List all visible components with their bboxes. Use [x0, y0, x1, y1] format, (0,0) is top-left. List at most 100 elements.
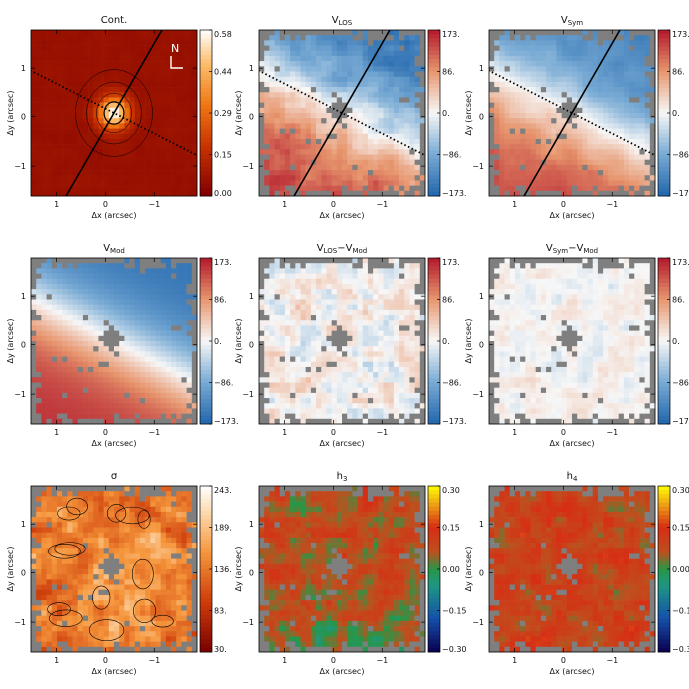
heatmap-cell	[399, 81, 405, 88]
heatmap-cell	[186, 76, 193, 83]
heatmap-cell	[592, 66, 599, 72]
heatmap-cell	[176, 258, 182, 264]
heatmap-cell	[357, 325, 364, 331]
heatmap-cell	[373, 71, 379, 77]
heatmap-cell	[520, 61, 526, 67]
heatmap-cell	[160, 341, 167, 347]
colorbar-step	[200, 179, 212, 184]
heatmap-cell	[165, 180, 172, 186]
heatmap-cell	[618, 50, 625, 57]
contours-cont	[75, 69, 153, 157]
heatmap-cell	[36, 170, 42, 176]
heatmap-cell	[409, 346, 415, 352]
heatmap-cell	[36, 268, 42, 274]
heatmap-cell	[72, 268, 78, 274]
heatmap-cell	[108, 118, 115, 124]
heatmap-cell	[520, 71, 526, 77]
heatmap-cell	[290, 294, 296, 300]
colorbar-step	[658, 171, 670, 176]
heatmap-cell	[352, 76, 358, 83]
heatmap-cell	[150, 309, 156, 316]
heatmap-cell	[108, 335, 115, 342]
heatmap-cell	[186, 133, 193, 140]
heatmap-cell	[41, 190, 47, 197]
heatmap-cell	[367, 294, 374, 300]
contour-line	[86, 81, 142, 145]
heatmap-cell	[114, 330, 120, 337]
heatmap-cell	[489, 61, 495, 67]
heatmap-cell	[129, 149, 136, 155]
heatmap-cell	[98, 35, 104, 41]
heatmap-cell	[56, 263, 63, 269]
heatmap-cell	[103, 418, 110, 425]
heatmap-cell	[150, 273, 156, 280]
heatmap-cell	[72, 159, 78, 166]
heatmap-cell	[326, 149, 332, 155]
heatmap-cell	[155, 45, 161, 52]
heatmap-cell	[51, 123, 58, 129]
heatmap-cell	[264, 341, 270, 347]
heatmap-cell	[145, 190, 151, 197]
heatmap-cell	[171, 97, 177, 103]
heatmap-cell	[124, 382, 130, 388]
heatmap-cell	[129, 330, 136, 337]
heatmap-cell	[103, 372, 110, 378]
heatmap-cell	[98, 138, 104, 145]
heatmap-cell	[129, 403, 136, 409]
heatmap-cell	[305, 335, 312, 342]
heatmap-cell	[540, 149, 547, 155]
heatmap-cell	[514, 118, 521, 124]
heatmap-cell	[284, 351, 291, 357]
heatmap-cell	[108, 133, 115, 140]
heatmap-cell	[88, 403, 94, 409]
heatmap-cell	[119, 273, 125, 280]
heatmap-cell	[639, 180, 645, 186]
heatmap-cell	[82, 97, 89, 103]
heatmap-cell	[414, 55, 421, 62]
heatmap-cell	[269, 268, 275, 274]
heatmap-cell	[603, 40, 609, 46]
heatmap-cell	[373, 268, 379, 274]
heatmap-cell	[93, 113, 99, 119]
heatmap-cell	[82, 113, 89, 119]
heatmap-cell	[383, 61, 389, 67]
heatmap-cell	[566, 50, 573, 57]
heatmap-cell	[155, 315, 161, 321]
heatmap-cell	[572, 35, 578, 41]
heatmap-cell	[404, 175, 410, 181]
heatmap-cell	[279, 144, 286, 150]
heatmap-cell	[77, 87, 84, 93]
heatmap-cell	[155, 144, 161, 150]
heatmap-cell	[525, 107, 531, 114]
heatmap-cell	[150, 283, 156, 290]
heatmap-cell	[504, 180, 511, 186]
heatmap-cell	[347, 335, 353, 342]
heatmap-cell	[305, 123, 312, 129]
heatmap-cell	[284, 107, 291, 114]
heatmap-cell	[629, 87, 635, 93]
heatmap-cell	[145, 123, 151, 129]
heatmap-cell	[419, 289, 426, 295]
heatmap-cell	[577, 138, 583, 145]
heatmap-cell	[108, 278, 115, 285]
x-tick-label: 0	[561, 200, 566, 209]
heatmap-cell	[114, 309, 120, 316]
heatmap-cell	[155, 387, 161, 394]
major-axis-line	[293, 30, 391, 196]
heatmap-cell	[290, 81, 296, 88]
heatmap-cell	[186, 418, 193, 425]
heatmap-cell	[88, 113, 94, 119]
heatmap-cell	[321, 81, 327, 88]
heatmap-cell	[634, 138, 640, 145]
heatmap-cell	[88, 159, 94, 166]
heatmap-cell	[514, 76, 521, 83]
heatmap-cell	[274, 309, 281, 316]
heatmap-cell	[546, 118, 552, 124]
heatmap-cell	[181, 180, 187, 186]
heatmap-cell	[77, 144, 84, 150]
heatmap-cell	[373, 92, 379, 98]
heatmap-cell	[93, 76, 99, 83]
heatmap-cell	[582, 92, 588, 98]
heatmap-cell	[114, 97, 120, 103]
heatmap-cell	[62, 330, 68, 337]
